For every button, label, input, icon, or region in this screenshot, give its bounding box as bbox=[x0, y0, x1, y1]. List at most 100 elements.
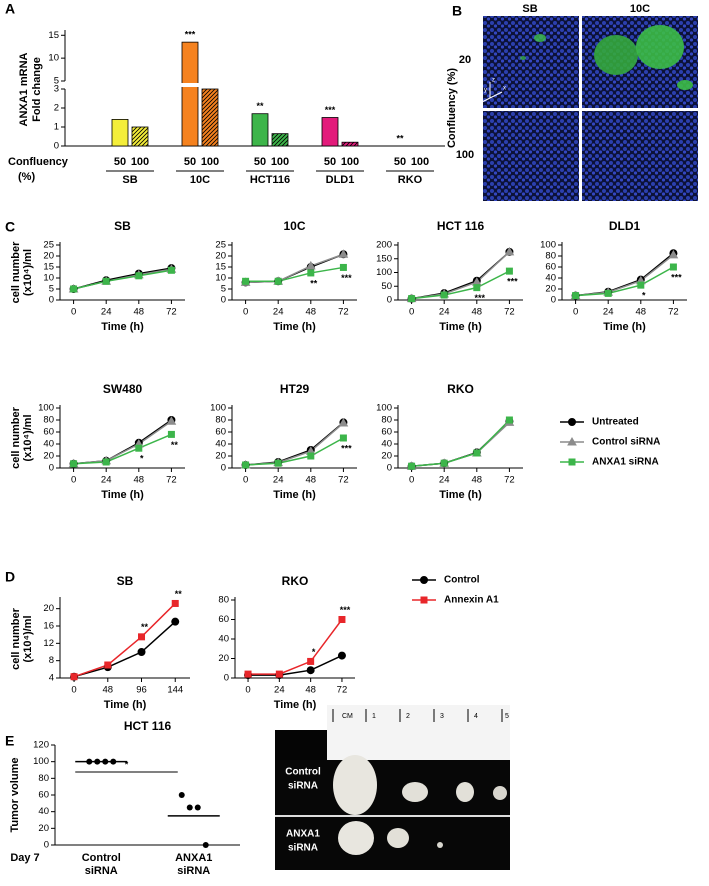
x-tick-label: 10C bbox=[190, 174, 210, 186]
significance: *** bbox=[185, 30, 196, 40]
x-tick-label: 72 bbox=[504, 307, 515, 318]
x-tick-label: 72 bbox=[504, 475, 515, 486]
bar bbox=[131, 126, 149, 147]
legend-label: Control bbox=[444, 575, 480, 586]
marker-square bbox=[307, 269, 315, 277]
significance: *** bbox=[341, 273, 352, 283]
series-line bbox=[411, 421, 510, 467]
bar bbox=[111, 119, 129, 147]
series-line bbox=[73, 269, 172, 290]
x-tick-label: 24 bbox=[439, 307, 450, 318]
bar bbox=[201, 88, 219, 147]
y-axis-label: (x10⁴)/ml bbox=[22, 414, 34, 461]
marker-triangle bbox=[338, 417, 349, 427]
panel-letter: B bbox=[452, 3, 462, 19]
marker-square bbox=[339, 434, 347, 442]
y-tick-label: 0 bbox=[54, 141, 59, 152]
series-line bbox=[73, 420, 172, 465]
marker-square bbox=[102, 458, 110, 466]
marker-circle bbox=[337, 651, 346, 660]
series-line bbox=[575, 266, 674, 297]
x-tick-label: 48 bbox=[636, 307, 647, 318]
y-tick-label: 80 bbox=[38, 773, 49, 784]
data-point bbox=[202, 842, 209, 848]
fluorescence-spot bbox=[520, 56, 526, 60]
x-tick-label: 48 bbox=[306, 475, 317, 486]
y-tick-label: 100 bbox=[210, 403, 226, 414]
x-tick-label: 72 bbox=[166, 475, 177, 486]
y-tick-label: 120 bbox=[33, 740, 49, 751]
y-tick-label: 40 bbox=[43, 439, 54, 450]
marker-triangle bbox=[338, 249, 349, 258]
y-tick-label: 1 bbox=[54, 122, 59, 133]
x-tick-label: 24 bbox=[273, 475, 284, 486]
x-tick-label: 0 bbox=[409, 307, 414, 318]
x-tick-label: 0 bbox=[71, 685, 76, 696]
chart-title: HT29 bbox=[280, 382, 310, 396]
chart-title: SB bbox=[114, 219, 131, 233]
x-tick-label: 0 bbox=[245, 685, 250, 696]
ruler-label: 1 bbox=[372, 713, 376, 720]
x-tick-label: 48 bbox=[306, 307, 317, 318]
ruler-label: 4 bbox=[474, 713, 478, 720]
y-tick-label: 80 bbox=[215, 415, 226, 426]
y-tick-label: 0 bbox=[387, 295, 392, 306]
marker-square bbox=[70, 285, 78, 293]
x-tick-label: 0 bbox=[243, 307, 248, 318]
series-line bbox=[73, 602, 176, 678]
y-tick-label: 100 bbox=[376, 267, 392, 278]
y-tick-label: 16 bbox=[43, 621, 54, 632]
fluorescence-spot bbox=[636, 25, 684, 69]
x-axis-label: Time (h) bbox=[104, 699, 147, 711]
tumor bbox=[387, 828, 409, 848]
x-tick-label: 24 bbox=[101, 475, 112, 486]
x-tick-label: SB bbox=[122, 174, 137, 186]
row-label: 20 bbox=[459, 54, 471, 66]
y-tick-label: 25 bbox=[43, 240, 54, 251]
axis-break bbox=[61, 83, 445, 87]
x-tick-label: 72 bbox=[668, 307, 679, 318]
bar bbox=[251, 113, 269, 147]
y-axis-label: ANXA1 mRNA bbox=[18, 52, 30, 126]
marker-square bbox=[274, 277, 282, 285]
panel-letter: E bbox=[5, 733, 14, 749]
y-tick-label: 10 bbox=[215, 273, 226, 284]
y-tick-label: 60 bbox=[545, 262, 556, 273]
x-axis-label: Time (h) bbox=[439, 489, 482, 501]
x-tick-label: siRNA bbox=[85, 865, 118, 877]
x-tick-label: 72 bbox=[338, 307, 349, 318]
y-tick-label: 80 bbox=[545, 251, 556, 262]
y-tick-label: 0 bbox=[221, 463, 226, 474]
y-axis-label: cell number bbox=[10, 607, 22, 669]
panel-letter: D bbox=[5, 569, 15, 585]
y-tick-label: 12 bbox=[43, 638, 54, 649]
x-tick-label: 0 bbox=[409, 475, 414, 486]
series-line bbox=[411, 420, 510, 467]
bar bbox=[271, 133, 289, 147]
data-point bbox=[194, 804, 201, 811]
marker-square bbox=[408, 462, 416, 470]
row-label: ANXA1 bbox=[286, 829, 320, 840]
marker-triangle bbox=[668, 249, 679, 259]
marker-square bbox=[242, 277, 250, 285]
marker-triangle bbox=[504, 246, 515, 256]
fluorescence-spot bbox=[534, 34, 546, 42]
y-tick-label: 80 bbox=[381, 415, 392, 426]
marker-square bbox=[669, 263, 677, 271]
significance: ** bbox=[141, 622, 149, 632]
confluency-label: 50 bbox=[324, 156, 336, 168]
y-tick-label: 2 bbox=[54, 103, 59, 114]
significance: *** bbox=[507, 277, 518, 287]
microscopy-image bbox=[582, 111, 698, 201]
axis-indicator-label: y bbox=[484, 88, 487, 94]
ruler-label: 5 bbox=[505, 713, 509, 720]
series-line bbox=[73, 433, 172, 465]
y-tick-label: 20 bbox=[43, 451, 54, 462]
bar bbox=[341, 141, 359, 147]
axis-indicator bbox=[479, 97, 491, 104]
y-tick-label: 8 bbox=[49, 655, 54, 666]
series-line bbox=[411, 419, 510, 467]
marker-square bbox=[307, 452, 315, 460]
ruler bbox=[327, 705, 510, 760]
microscopy-image bbox=[483, 16, 579, 108]
